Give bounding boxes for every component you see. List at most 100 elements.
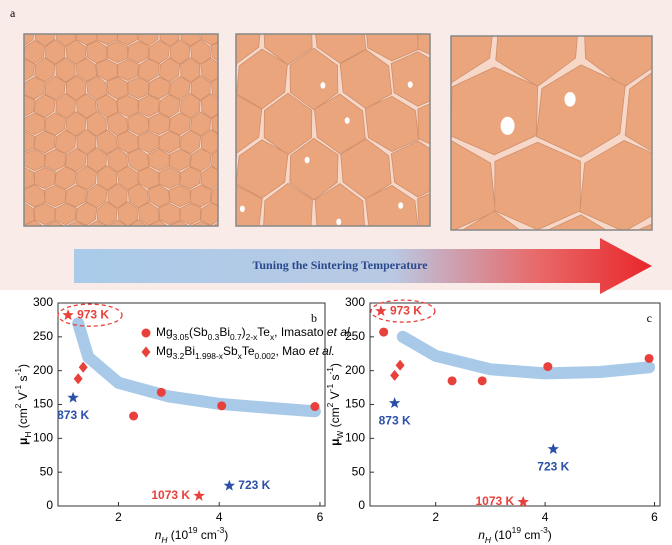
grain: [127, 77, 150, 99]
grain: [137, 58, 160, 82]
grain: [263, 182, 313, 226]
grain: [24, 58, 36, 82]
grain: [96, 94, 119, 118]
x-axis-label: nH (1019 cm-3): [155, 525, 229, 545]
grain: [210, 41, 218, 62]
grain: [314, 183, 365, 226]
grain: [54, 166, 77, 190]
point: [310, 402, 320, 412]
grain: [364, 95, 419, 153]
grain: [179, 202, 202, 226]
grain: [147, 76, 171, 100]
grain: [200, 57, 218, 83]
grain: [624, 72, 652, 153]
grain: [158, 94, 181, 118]
grain: [148, 148, 171, 172]
grain: [289, 137, 339, 201]
pore: [398, 202, 404, 209]
point: [129, 411, 139, 421]
grain: [54, 202, 77, 226]
grain: [106, 41, 129, 63]
x-axis-label-part: n: [478, 528, 485, 542]
x-axis-label-part: H: [485, 535, 492, 545]
y-axis-label: μH (cm2 V-1 s-1): [13, 364, 33, 445]
grain: [33, 202, 56, 226]
grain: [158, 130, 181, 154]
grain: [116, 94, 139, 118]
trend-band: [396, 330, 656, 380]
y-axis-label-part: W: [335, 431, 345, 439]
legend-label: Mg3.05(Sb0.3Bi0.7)2-xTex, Imasato et al.: [156, 325, 353, 342]
x-axis-label: nH (1019 cm-3): [478, 525, 552, 545]
grain: [65, 221, 87, 226]
grain: [158, 202, 181, 226]
y-tick-label: 200: [345, 363, 365, 377]
grain: [417, 192, 430, 226]
x-axis-label-part: H: [161, 535, 168, 545]
grain: [44, 148, 67, 172]
legend-label-part: et al.: [309, 344, 335, 358]
x-tick-label: 2: [115, 510, 122, 524]
legend-label-part: Mg: [156, 344, 173, 358]
legend-label-part: , Mao: [275, 344, 308, 358]
y-tick-label: 300: [33, 295, 53, 309]
x-tick-label: 6: [317, 510, 324, 524]
grain: [547, 214, 607, 230]
y-tick-label: 100: [345, 431, 365, 445]
x-axis-label-part: cm: [521, 528, 540, 542]
grain-group: [451, 36, 652, 230]
legend-label-part: 0.3: [208, 332, 220, 342]
point: [223, 479, 235, 491]
point: [193, 489, 205, 501]
grain: [24, 112, 46, 136]
grain: [127, 112, 150, 136]
panel-label: a: [10, 6, 16, 20]
grain: [390, 140, 430, 198]
grain: [180, 34, 201, 47]
point: [375, 305, 387, 316]
y-tick-label: 250: [33, 329, 53, 343]
grain: [107, 183, 128, 209]
legend-label-part: et al.: [327, 325, 353, 339]
grain: [189, 184, 212, 208]
grain: [536, 64, 626, 158]
y-axis-label-part: 2: [325, 402, 335, 407]
grain: [366, 34, 419, 62]
grain: [451, 66, 539, 156]
grain: [75, 34, 98, 46]
point: [390, 369, 400, 381]
plot-frame: [369, 302, 661, 507]
x-axis-label-part: -3: [540, 525, 548, 535]
microstructure: [23, 33, 653, 231]
grain: [24, 34, 35, 47]
grain: [24, 131, 35, 153]
y-axis-label-part: s: [328, 375, 342, 384]
grain: [96, 34, 118, 45]
box-frame: [23, 33, 219, 227]
y-axis-label-part: μ: [328, 439, 342, 446]
point: [644, 353, 654, 363]
pore: [344, 117, 350, 124]
x-axis-label-part: 19: [188, 525, 198, 535]
grain: [169, 185, 191, 207]
legend-label-part: Te: [257, 325, 270, 339]
grain-group: [24, 34, 218, 226]
y-axis-label-part: -1: [13, 368, 23, 376]
y-axis-label-part: (cm: [328, 407, 342, 430]
x-axis-label-part: ): [224, 528, 228, 542]
grain: [137, 94, 160, 118]
y-axis-label-part: 2: [13, 403, 23, 408]
grain: [461, 210, 521, 230]
y-tick-label: 0: [358, 498, 365, 512]
point: [156, 387, 166, 397]
box-frame: [450, 35, 653, 231]
legend-label-part: Bi: [219, 325, 230, 339]
grain: [190, 75, 211, 101]
grain: [33, 167, 56, 189]
pore: [304, 156, 310, 164]
grain: [75, 57, 98, 82]
grain: [210, 186, 218, 207]
legend-label-part: x: [270, 332, 275, 342]
